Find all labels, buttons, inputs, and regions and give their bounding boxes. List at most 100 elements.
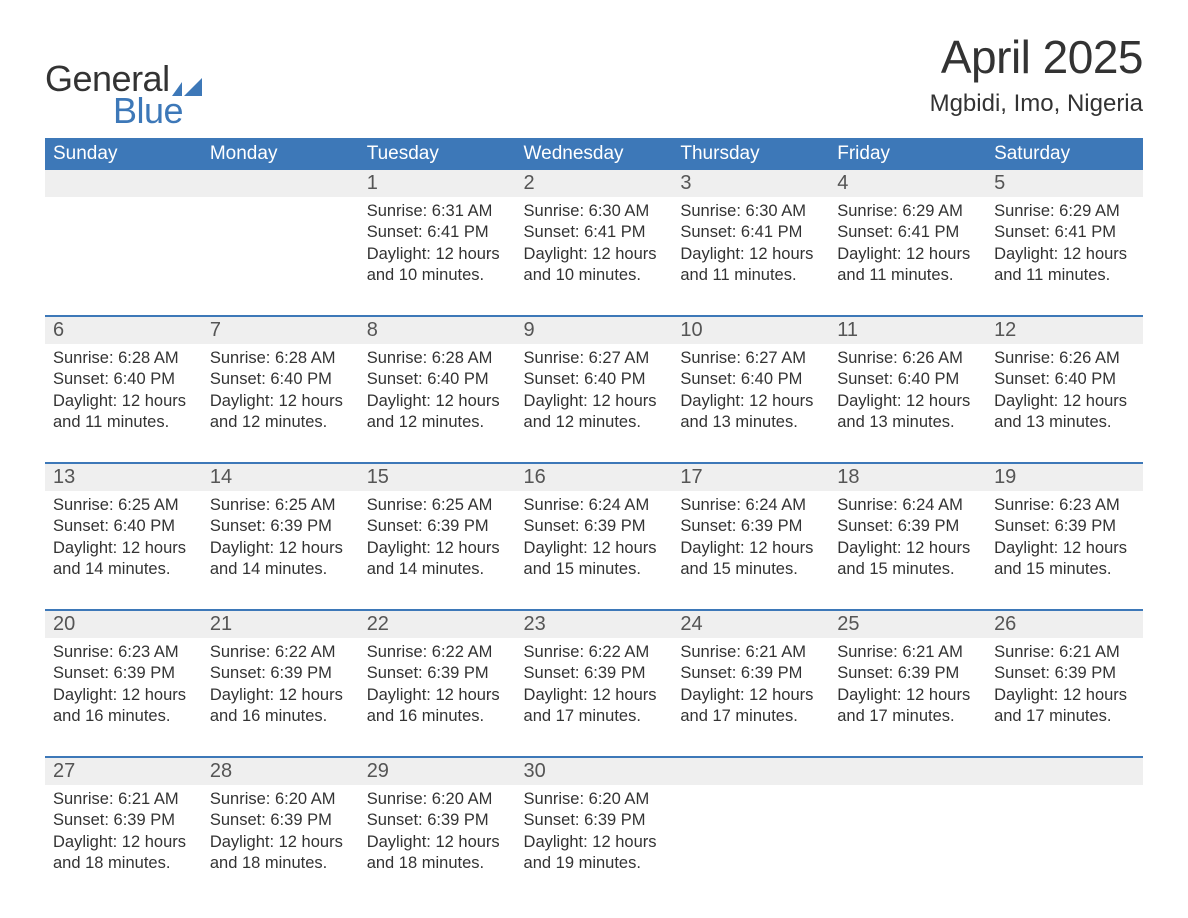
sunrise-line: Sunrise: 6:22 AM <box>524 642 665 663</box>
day-body: Sunrise: 6:22 AMSunset: 6:39 PMDaylight:… <box>516 638 673 756</box>
sunset-line: Sunset: 6:39 PM <box>524 516 665 537</box>
sunset-line: Sunset: 6:39 PM <box>367 516 508 537</box>
day-number: 7 <box>202 317 359 344</box>
day-number: 26 <box>986 611 1143 638</box>
sunrise-line: Sunrise: 6:31 AM <box>367 201 508 222</box>
day-body: Sunrise: 6:28 AMSunset: 6:40 PMDaylight:… <box>202 344 359 462</box>
sunset-line: Sunset: 6:39 PM <box>210 516 351 537</box>
day-number <box>986 758 1143 785</box>
daylight-line: Daylight: 12 hours and 17 minutes. <box>524 685 665 728</box>
day-body: Sunrise: 6:22 AMSunset: 6:39 PMDaylight:… <box>202 638 359 756</box>
daylight-line: Daylight: 12 hours and 12 minutes. <box>210 391 351 434</box>
day-body: Sunrise: 6:23 AMSunset: 6:39 PMDaylight:… <box>986 491 1143 609</box>
daylight-line: Daylight: 12 hours and 16 minutes. <box>53 685 194 728</box>
daylight-line: Daylight: 12 hours and 12 minutes. <box>367 391 508 434</box>
daylight-line: Daylight: 12 hours and 18 minutes. <box>210 832 351 875</box>
day-body: Sunrise: 6:29 AMSunset: 6:41 PMDaylight:… <box>829 197 986 315</box>
daylight-line: Daylight: 12 hours and 12 minutes. <box>524 391 665 434</box>
day-number: 25 <box>829 611 986 638</box>
day-number: 18 <box>829 464 986 491</box>
sunrise-line: Sunrise: 6:28 AM <box>210 348 351 369</box>
day-number: 28 <box>202 758 359 785</box>
day-number: 3 <box>672 170 829 197</box>
location-label: Mgbidi, Imo, Nigeria <box>930 90 1143 118</box>
day-body: Sunrise: 6:29 AMSunset: 6:41 PMDaylight:… <box>986 197 1143 315</box>
sunset-line: Sunset: 6:39 PM <box>367 663 508 684</box>
day-body: Sunrise: 6:20 AMSunset: 6:39 PMDaylight:… <box>202 785 359 885</box>
day-cell: 17Sunrise: 6:24 AMSunset: 6:39 PMDayligh… <box>672 463 829 610</box>
day-cell: 11Sunrise: 6:26 AMSunset: 6:40 PMDayligh… <box>829 316 986 463</box>
day-number: 2 <box>516 170 673 197</box>
day-number: 13 <box>45 464 202 491</box>
sunrise-line: Sunrise: 6:20 AM <box>210 789 351 810</box>
day-cell: 23Sunrise: 6:22 AMSunset: 6:39 PMDayligh… <box>516 610 673 757</box>
sunrise-line: Sunrise: 6:29 AM <box>994 201 1135 222</box>
sunrise-line: Sunrise: 6:28 AM <box>53 348 194 369</box>
sunset-line: Sunset: 6:39 PM <box>524 663 665 684</box>
sunset-line: Sunset: 6:39 PM <box>210 810 351 831</box>
day-number: 16 <box>516 464 673 491</box>
day-body <box>672 785 829 885</box>
daylight-line: Daylight: 12 hours and 17 minutes. <box>994 685 1135 728</box>
sunset-line: Sunset: 6:40 PM <box>680 369 821 390</box>
daylight-line: Daylight: 12 hours and 11 minutes. <box>680 244 821 287</box>
day-body: Sunrise: 6:21 AMSunset: 6:39 PMDaylight:… <box>45 785 202 885</box>
day-number: 15 <box>359 464 516 491</box>
day-cell: 4Sunrise: 6:29 AMSunset: 6:41 PMDaylight… <box>829 170 986 316</box>
sunset-line: Sunset: 6:39 PM <box>994 663 1135 684</box>
day-cell: 27Sunrise: 6:21 AMSunset: 6:39 PMDayligh… <box>45 757 202 885</box>
sunset-line: Sunset: 6:39 PM <box>837 663 978 684</box>
day-body: Sunrise: 6:21 AMSunset: 6:39 PMDaylight:… <box>672 638 829 756</box>
logo-text-blue: Blue <box>113 90 202 132</box>
day-body: Sunrise: 6:20 AMSunset: 6:39 PMDaylight:… <box>359 785 516 885</box>
day-cell: 7Sunrise: 6:28 AMSunset: 6:40 PMDaylight… <box>202 316 359 463</box>
day-cell: 16Sunrise: 6:24 AMSunset: 6:39 PMDayligh… <box>516 463 673 610</box>
day-cell <box>45 170 202 316</box>
daylight-line: Daylight: 12 hours and 11 minutes. <box>53 391 194 434</box>
sunset-line: Sunset: 6:41 PM <box>994 222 1135 243</box>
sunset-line: Sunset: 6:39 PM <box>680 516 821 537</box>
day-cell: 24Sunrise: 6:21 AMSunset: 6:39 PMDayligh… <box>672 610 829 757</box>
daylight-line: Daylight: 12 hours and 11 minutes. <box>837 244 978 287</box>
day-cell <box>672 757 829 885</box>
day-cell: 28Sunrise: 6:20 AMSunset: 6:39 PMDayligh… <box>202 757 359 885</box>
page-title: April 2025 <box>930 30 1143 84</box>
sunrise-line: Sunrise: 6:25 AM <box>53 495 194 516</box>
sunset-line: Sunset: 6:40 PM <box>53 516 194 537</box>
day-cell: 10Sunrise: 6:27 AMSunset: 6:40 PMDayligh… <box>672 316 829 463</box>
week-row: 1Sunrise: 6:31 AMSunset: 6:41 PMDaylight… <box>45 170 1143 316</box>
day-body: Sunrise: 6:26 AMSunset: 6:40 PMDaylight:… <box>829 344 986 462</box>
sunrise-line: Sunrise: 6:26 AM <box>994 348 1135 369</box>
sunset-line: Sunset: 6:39 PM <box>837 516 978 537</box>
daylight-line: Daylight: 12 hours and 15 minutes. <box>680 538 821 581</box>
sunrise-line: Sunrise: 6:21 AM <box>53 789 194 810</box>
sunrise-line: Sunrise: 6:20 AM <box>367 789 508 810</box>
day-number: 23 <box>516 611 673 638</box>
day-cell: 14Sunrise: 6:25 AMSunset: 6:39 PMDayligh… <box>202 463 359 610</box>
col-wednesday: Wednesday <box>516 138 673 170</box>
daylight-line: Daylight: 12 hours and 13 minutes. <box>680 391 821 434</box>
day-cell: 21Sunrise: 6:22 AMSunset: 6:39 PMDayligh… <box>202 610 359 757</box>
daylight-line: Daylight: 12 hours and 16 minutes. <box>210 685 351 728</box>
day-number <box>672 758 829 785</box>
day-body: Sunrise: 6:30 AMSunset: 6:41 PMDaylight:… <box>516 197 673 315</box>
day-body: Sunrise: 6:24 AMSunset: 6:39 PMDaylight:… <box>516 491 673 609</box>
day-body: Sunrise: 6:21 AMSunset: 6:39 PMDaylight:… <box>829 638 986 756</box>
day-body <box>986 785 1143 885</box>
day-number: 30 <box>516 758 673 785</box>
day-cell <box>829 757 986 885</box>
day-body: Sunrise: 6:22 AMSunset: 6:39 PMDaylight:… <box>359 638 516 756</box>
sunset-line: Sunset: 6:41 PM <box>680 222 821 243</box>
day-body: Sunrise: 6:25 AMSunset: 6:40 PMDaylight:… <box>45 491 202 609</box>
day-number: 10 <box>672 317 829 344</box>
sunset-line: Sunset: 6:39 PM <box>210 663 351 684</box>
daylight-line: Daylight: 12 hours and 10 minutes. <box>524 244 665 287</box>
sunset-line: Sunset: 6:41 PM <box>524 222 665 243</box>
sunset-line: Sunset: 6:39 PM <box>680 663 821 684</box>
day-cell: 5Sunrise: 6:29 AMSunset: 6:41 PMDaylight… <box>986 170 1143 316</box>
day-body: Sunrise: 6:28 AMSunset: 6:40 PMDaylight:… <box>45 344 202 462</box>
day-number <box>45 170 202 197</box>
sunset-line: Sunset: 6:40 PM <box>524 369 665 390</box>
sunrise-line: Sunrise: 6:30 AM <box>680 201 821 222</box>
daylight-line: Daylight: 12 hours and 14 minutes. <box>210 538 351 581</box>
